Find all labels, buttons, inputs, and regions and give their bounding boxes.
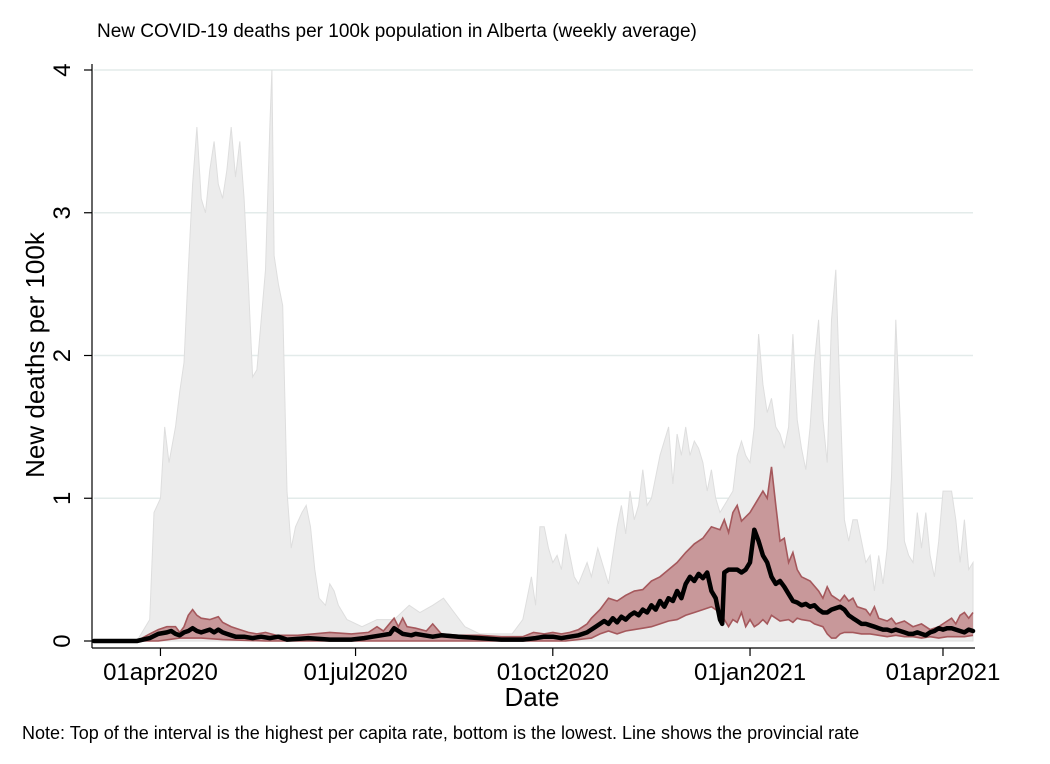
area-highest-rate <box>94 69 974 642</box>
x-tick-label-0: 01apr2020 <box>103 659 218 686</box>
x-tick-label-1: 01jul2020 <box>304 659 408 686</box>
x-tick-label-4: 01apr2021 <box>886 659 1001 686</box>
y-tick-label-3: 3 <box>49 206 76 219</box>
chart-note: Note: Top of the interval is the highest… <box>22 723 859 743</box>
interval-bottom-line <box>94 605 974 642</box>
axis-ticks: 0 1 2 3 4 01apr2020 01jul2020 01oct2020 01jan202… <box>49 63 1000 686</box>
x-tick-label-3: 01jan2021 <box>694 659 806 686</box>
y-tick-label-2: 2 <box>49 349 76 362</box>
y-tick-label-0: 0 <box>49 634 76 647</box>
y-tick-label-1: 1 <box>49 492 76 505</box>
y-axis-label: New deaths per 100k <box>20 231 50 478</box>
interval-top-line <box>94 466 974 642</box>
x-axis-label: Date <box>505 682 560 712</box>
x-tick-label-2: 01oct2020 <box>497 659 609 686</box>
plot-areas <box>91 69 976 644</box>
y-tick-label-4: 4 <box>49 63 76 76</box>
chart-title: New COVID-19 deaths per 100k population … <box>97 21 697 42</box>
interval-band <box>94 466 973 641</box>
provincial-rate-line <box>91 527 976 644</box>
